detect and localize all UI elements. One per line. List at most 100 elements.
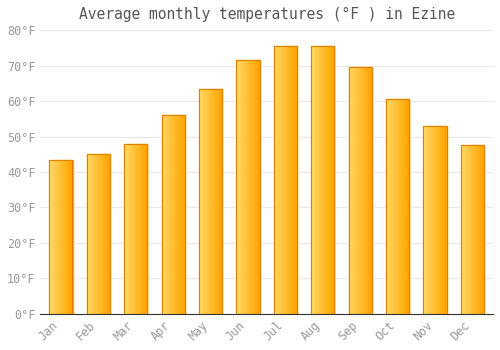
Bar	[176, 115, 177, 314]
Bar	[202, 89, 203, 314]
Bar	[283, 46, 284, 314]
Bar	[108, 154, 109, 314]
Bar	[200, 89, 202, 314]
Bar	[274, 46, 297, 314]
Bar	[162, 115, 163, 314]
Bar	[360, 67, 361, 314]
Bar	[212, 89, 213, 314]
Bar	[392, 99, 393, 314]
Bar	[357, 67, 358, 314]
Bar	[166, 115, 167, 314]
Bar	[96, 154, 97, 314]
Bar	[364, 67, 365, 314]
Bar	[50, 160, 72, 314]
Bar	[403, 99, 404, 314]
Bar	[348, 67, 372, 314]
Bar	[256, 60, 258, 314]
Bar	[389, 99, 390, 314]
Bar	[467, 145, 468, 314]
Bar	[313, 46, 314, 314]
Bar	[127, 144, 128, 314]
Bar	[396, 99, 397, 314]
Bar	[134, 144, 135, 314]
Bar	[199, 89, 200, 314]
Bar	[213, 89, 214, 314]
Bar	[208, 89, 209, 314]
Bar	[352, 67, 354, 314]
Bar	[424, 126, 446, 314]
Bar	[468, 145, 469, 314]
Bar	[398, 99, 399, 314]
Bar	[259, 60, 260, 314]
Bar	[402, 99, 403, 314]
Bar	[65, 160, 66, 314]
Bar	[294, 46, 296, 314]
Bar	[315, 46, 316, 314]
Bar	[371, 67, 372, 314]
Bar	[135, 144, 136, 314]
Bar	[171, 115, 172, 314]
Bar	[430, 126, 431, 314]
Bar	[92, 154, 93, 314]
Bar	[90, 154, 92, 314]
Bar	[471, 145, 472, 314]
Bar	[445, 126, 446, 314]
Bar	[368, 67, 369, 314]
Bar	[129, 144, 130, 314]
Bar	[351, 67, 352, 314]
Bar	[365, 67, 366, 314]
Bar	[388, 99, 389, 314]
Bar	[404, 99, 406, 314]
Bar	[431, 126, 432, 314]
Bar	[210, 89, 212, 314]
Bar	[288, 46, 290, 314]
Bar	[330, 46, 332, 314]
Bar	[461, 145, 484, 314]
Bar	[323, 46, 324, 314]
Bar	[88, 154, 89, 314]
Bar	[214, 89, 215, 314]
Bar	[480, 145, 481, 314]
Bar	[333, 46, 334, 314]
Bar	[132, 144, 134, 314]
Bar	[407, 99, 408, 314]
Bar	[106, 154, 107, 314]
Bar	[64, 160, 65, 314]
Bar	[478, 145, 480, 314]
Bar	[399, 99, 400, 314]
Bar	[251, 60, 252, 314]
Bar	[209, 89, 210, 314]
Bar	[126, 144, 128, 314]
Bar	[354, 67, 355, 314]
Bar	[397, 99, 398, 314]
Bar	[240, 60, 241, 314]
Bar	[358, 67, 360, 314]
Bar	[142, 144, 144, 314]
Bar	[93, 154, 94, 314]
Bar	[279, 46, 280, 314]
Bar	[162, 115, 184, 314]
Bar	[462, 145, 463, 314]
Bar	[475, 145, 476, 314]
Bar	[328, 46, 329, 314]
Bar	[322, 46, 323, 314]
Bar	[320, 46, 322, 314]
Bar	[52, 160, 53, 314]
Bar	[95, 154, 96, 314]
Bar	[348, 67, 350, 314]
Bar	[282, 46, 283, 314]
Bar	[463, 145, 464, 314]
Bar	[481, 145, 482, 314]
Bar	[241, 60, 242, 314]
Bar	[287, 46, 288, 314]
Bar	[316, 46, 318, 314]
Bar	[103, 154, 104, 314]
Bar	[89, 154, 90, 314]
Bar	[53, 160, 54, 314]
Bar	[205, 89, 206, 314]
Bar	[293, 46, 294, 314]
Bar	[284, 46, 286, 314]
Bar	[406, 99, 407, 314]
Bar	[252, 60, 254, 314]
Bar	[139, 144, 140, 314]
